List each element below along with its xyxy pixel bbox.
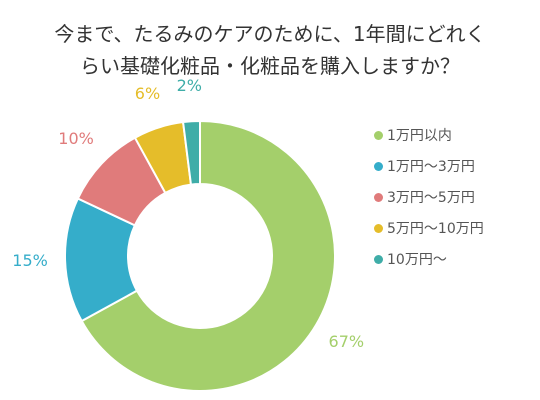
legend-marker-1: [374, 130, 383, 140]
data-label-2: 15%: [12, 251, 48, 270]
legend-marker-5: [374, 254, 383, 264]
legend-marker-2: [374, 161, 383, 171]
legend-item-1: 1万円以内: [374, 125, 452, 145]
data-label-1: 67%: [329, 332, 365, 351]
legend-marker-4: [374, 223, 383, 233]
legend-item-2: 1万円～3万円: [374, 156, 475, 176]
legend-item-4: 5万円～10万円: [374, 218, 484, 238]
chart-title-line-1: 今まで、たるみのケアのために、1年間にどれく: [54, 22, 486, 46]
legend-label-1: 1万円以内: [387, 128, 452, 144]
slice-1: [80, 119, 336, 392]
legend-item-5: 10万円～: [374, 249, 447, 269]
data-label-4: 6%: [135, 84, 160, 103]
chart-title-line-2: らい基礎化粧品・化粧品を購入しますか？: [80, 54, 460, 78]
slice-5: [181, 119, 201, 186]
legend-label-5: 10万円～: [387, 252, 447, 268]
legend-item-3: 3万円～5万円: [374, 187, 475, 207]
data-label-5: 2%: [177, 76, 202, 95]
legend-label-4: 5万円～10万円: [387, 221, 484, 237]
chart-title: 今まで、たるみのケアのために、1年間にどれく らい基礎化粧品・化粧品を購入します…: [0, 18, 540, 82]
data-label-3: 10%: [58, 129, 94, 148]
legend-label-2: 1万円～3万円: [387, 159, 475, 175]
legend-marker-3: [374, 192, 383, 202]
legend-label-3: 3万円～5万円: [387, 190, 475, 206]
